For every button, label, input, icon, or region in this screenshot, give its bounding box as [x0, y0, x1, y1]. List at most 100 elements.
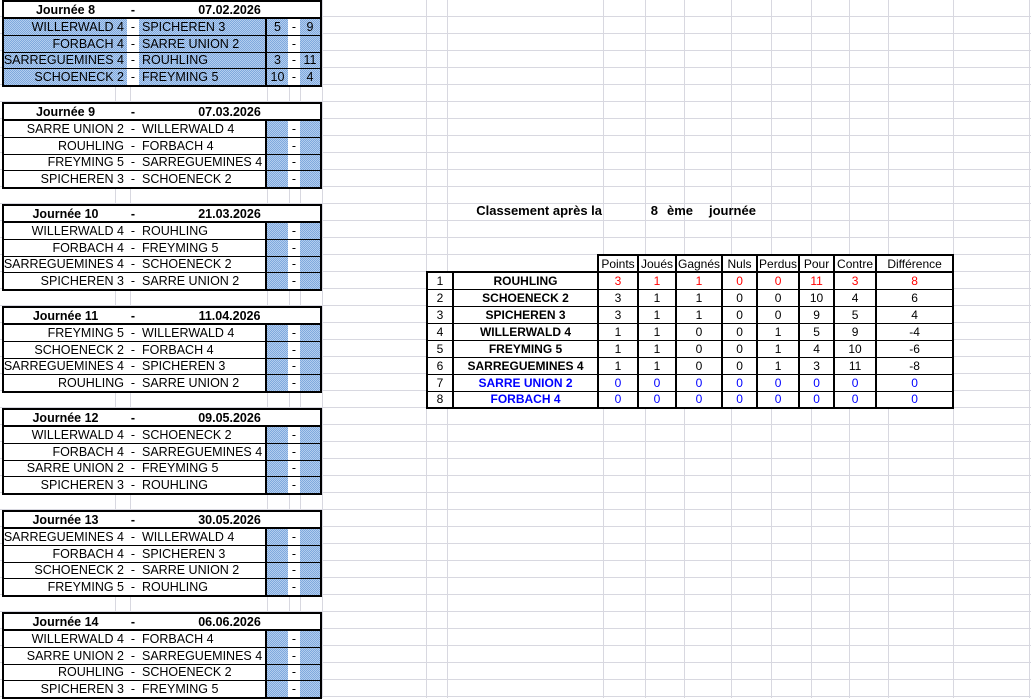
- away-team-cell[interactable]: SPICHEREN 3: [139, 19, 265, 35]
- home-team-cell[interactable]: FORBACH 4: [52, 444, 124, 459]
- away-score-cell[interactable]: [300, 154, 320, 171]
- joues-cell[interactable]: 1: [637, 356, 677, 375]
- home-score-cell[interactable]: [267, 443, 288, 460]
- home-score-cell[interactable]: [267, 427, 288, 443]
- away-score-cell[interactable]: [300, 529, 320, 545]
- home-team-cell[interactable]: FORBACH 4: [4, 35, 127, 52]
- difference-cell[interactable]: 0: [875, 390, 955, 409]
- home-team-cell[interactable]: SARRE UNION 2: [26, 648, 124, 663]
- difference-cell[interactable]: 4: [875, 305, 955, 324]
- home-score-cell[interactable]: 3: [267, 52, 288, 69]
- team-cell-highlighted[interactable]: WILLERWALD 4: [452, 322, 599, 341]
- gagnes-cell[interactable]: 0: [674, 373, 724, 392]
- rank-cell[interactable]: 5: [426, 339, 454, 358]
- joues-cell[interactable]: 1: [637, 339, 677, 358]
- team-cell[interactable]: FREYMING 5: [452, 339, 599, 358]
- difference-cell[interactable]: -4: [875, 322, 955, 341]
- home-score-cell[interactable]: 10: [267, 69, 288, 85]
- home-team-cell[interactable]: FREYMING 5: [47, 155, 124, 170]
- header-nuls[interactable]: Nuls: [721, 254, 759, 273]
- nuls-cell[interactable]: 0: [721, 305, 759, 324]
- journee-date[interactable]: 07.03.2026: [198, 104, 261, 119]
- pour-cell[interactable]: 10: [798, 288, 836, 307]
- difference-cell[interactable]: -8: [875, 356, 955, 375]
- away-score-cell[interactable]: 11: [300, 52, 320, 69]
- journee-label[interactable]: Journée 12: [32, 410, 99, 425]
- home-score-cell[interactable]: [267, 579, 288, 595]
- away-team-cell[interactable]: FORBACH 4: [142, 342, 214, 357]
- rank-cell[interactable]: 6: [426, 356, 454, 375]
- away-score-cell[interactable]: [300, 579, 320, 595]
- home-team-cell[interactable]: FREYMING 5: [47, 325, 124, 340]
- journee-label[interactable]: Journée 11: [32, 308, 99, 323]
- away-team-cell[interactable]: SARRE UNION 2: [142, 376, 240, 391]
- home-score-cell[interactable]: [267, 239, 288, 256]
- home-team-cell[interactable]: WILLERWALD 4: [4, 19, 127, 35]
- contre-cell[interactable]: 9: [833, 322, 878, 341]
- home-team-cell[interactable]: WILLERWALD 4: [31, 223, 124, 238]
- joues-cell[interactable]: 1: [637, 271, 677, 290]
- pour-cell[interactable]: 11: [798, 271, 836, 290]
- home-score-cell[interactable]: [267, 562, 288, 579]
- pour-cell[interactable]: 5: [798, 322, 836, 341]
- perdus-cell[interactable]: 1: [756, 322, 801, 341]
- pour-cell[interactable]: 0: [798, 373, 836, 392]
- away-score-cell[interactable]: [300, 223, 320, 239]
- gagnes-cell[interactable]: 1: [674, 271, 724, 290]
- perdus-cell[interactable]: 0: [756, 390, 801, 409]
- difference-cell[interactable]: -6: [875, 339, 955, 358]
- header-joues[interactable]: Joués: [637, 254, 677, 273]
- contre-cell[interactable]: 5: [833, 305, 878, 324]
- home-score-cell[interactable]: [267, 137, 288, 154]
- contre-cell[interactable]: 4: [833, 288, 878, 307]
- contre-cell[interactable]: 0: [833, 373, 878, 392]
- points-cell[interactable]: 0: [597, 390, 639, 409]
- journee-date[interactable]: 30.05.2026: [198, 512, 261, 527]
- away-score-cell[interactable]: [300, 681, 320, 697]
- journee-date[interactable]: 07.02.2026: [198, 2, 261, 17]
- joues-cell[interactable]: 0: [637, 373, 677, 392]
- points-cell[interactable]: 3: [597, 271, 639, 290]
- home-score-cell[interactable]: [267, 631, 288, 647]
- home-team-cell[interactable]: SPICHEREN 3: [40, 274, 124, 289]
- away-team-cell[interactable]: SARREGUEMINES 4: [142, 444, 263, 459]
- away-score-cell[interactable]: [300, 239, 320, 256]
- away-team-cell[interactable]: FORBACH 4: [142, 631, 214, 646]
- header-pour[interactable]: Pour: [798, 254, 836, 273]
- away-team-cell[interactable]: FREYMING 5: [142, 461, 219, 476]
- home-score-cell[interactable]: [267, 664, 288, 681]
- header-perdus[interactable]: Perdus: [756, 254, 801, 273]
- home-team-cell[interactable]: ROUHLING: [58, 665, 124, 680]
- away-score-cell[interactable]: [300, 460, 320, 477]
- away-team-cell[interactable]: ROUHLING: [139, 52, 265, 69]
- difference-cell[interactable]: 8: [875, 271, 955, 290]
- contre-cell[interactable]: 0: [833, 390, 878, 409]
- pour-cell[interactable]: 9: [798, 305, 836, 324]
- contre-cell[interactable]: 11: [833, 356, 878, 375]
- points-cell[interactable]: 3: [597, 288, 639, 307]
- nuls-cell[interactable]: 0: [721, 339, 759, 358]
- away-team-cell[interactable]: ROUHLING: [142, 478, 208, 493]
- points-cell[interactable]: 3: [597, 305, 639, 324]
- joues-cell[interactable]: 1: [637, 288, 677, 307]
- home-team-cell[interactable]: ROUHLING: [58, 376, 124, 391]
- home-team-cell[interactable]: FREYMING 5: [47, 580, 124, 595]
- team-cell[interactable]: SPICHEREN 3: [452, 305, 599, 324]
- nuls-cell[interactable]: 0: [721, 356, 759, 375]
- team-cell[interactable]: SCHOENECK 2: [452, 288, 599, 307]
- away-score-cell[interactable]: [300, 137, 320, 154]
- home-score-cell[interactable]: [267, 273, 288, 289]
- nuls-cell[interactable]: 0: [721, 373, 759, 392]
- gagnes-cell[interactable]: 0: [674, 322, 724, 341]
- perdus-cell[interactable]: 0: [756, 271, 801, 290]
- away-team-cell[interactable]: SARRE UNION 2: [142, 563, 240, 578]
- away-score-cell[interactable]: [300, 631, 320, 647]
- away-score-cell[interactable]: [300, 256, 320, 273]
- away-score-cell[interactable]: [300, 477, 320, 493]
- joues-cell[interactable]: 0: [637, 390, 677, 409]
- away-team-cell[interactable]: FREYMING 5: [142, 240, 219, 255]
- rank-cell[interactable]: 4: [426, 322, 454, 341]
- team-cell[interactable]: ROUHLING: [452, 271, 599, 290]
- perdus-cell[interactable]: 0: [756, 373, 801, 392]
- joues-cell[interactable]: 1: [637, 322, 677, 341]
